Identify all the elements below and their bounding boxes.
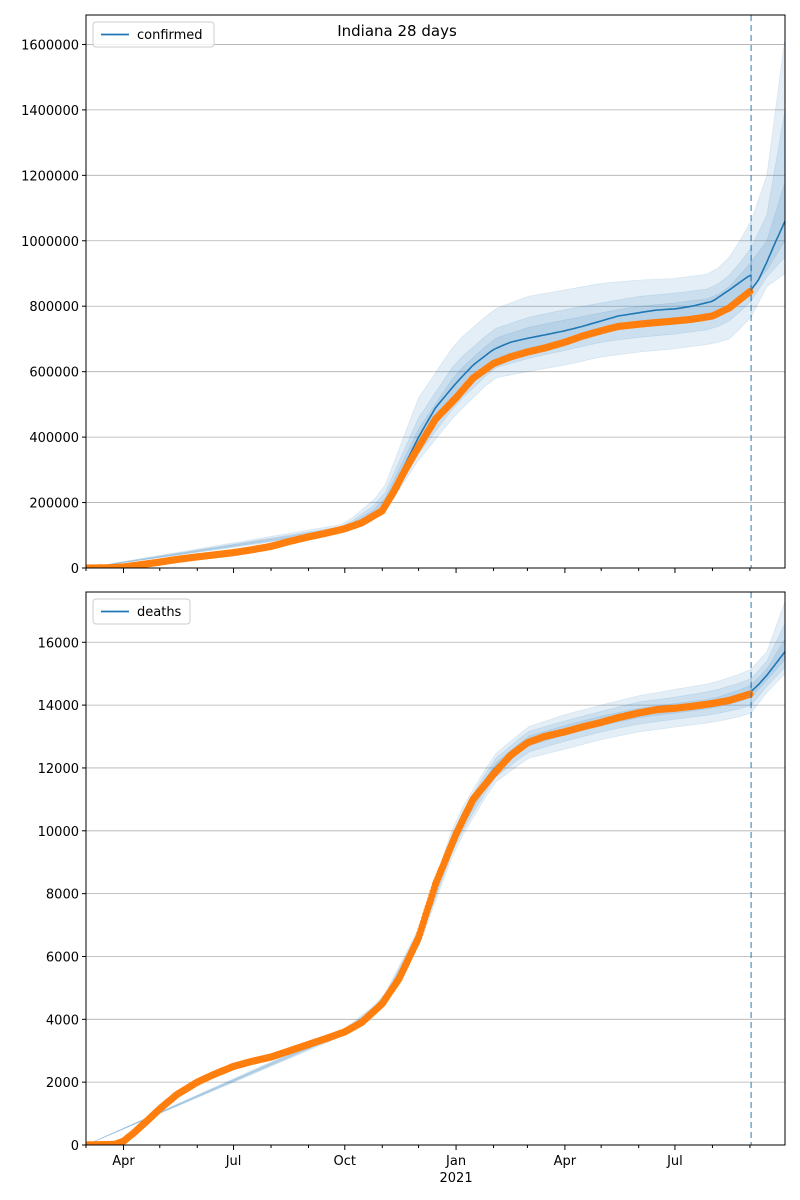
y-tick-label: 2000 xyxy=(46,1076,79,1091)
x-tick-label: Apr xyxy=(554,1154,577,1169)
x-tick-label: Apr xyxy=(112,1154,135,1169)
observed-series xyxy=(86,690,754,1145)
y-tick-label: 1400000 xyxy=(21,104,79,119)
y-tick-label: 800000 xyxy=(29,300,79,315)
y-tick-label: 8000 xyxy=(46,888,79,903)
y-tick-label: 14000 xyxy=(38,699,79,714)
legend-label: deaths xyxy=(137,605,182,620)
x-tick-label: Jul xyxy=(666,1154,683,1169)
deaths-panel: 0 2000 4000 6000 8000 10000 12000 14000 16000 Apr… xyxy=(38,591,786,1186)
forecast-line xyxy=(749,220,785,292)
legend-box xyxy=(92,598,191,625)
y-tick-label: 1600000 xyxy=(21,38,79,53)
observed-point xyxy=(746,287,754,296)
legend: deaths xyxy=(92,598,191,625)
observed-series xyxy=(86,287,754,568)
y-tick-label: 400000 xyxy=(29,431,79,446)
band-inner-forecast xyxy=(750,181,785,290)
legend-box xyxy=(92,21,215,48)
y-tick-label: 1200000 xyxy=(21,169,79,184)
observed-point xyxy=(746,690,754,698)
y-tick-label: 200000 xyxy=(29,497,79,512)
legend-label: confirmed xyxy=(137,28,203,43)
chart-title: Indiana 28 days xyxy=(337,22,457,40)
band-middle-forecast xyxy=(750,109,785,303)
y-tick-label: 12000 xyxy=(38,762,79,777)
x-tick-label: Jan xyxy=(445,1154,466,1169)
confirmed-panel: 0 200000 400000 600000 800000 1000000 1200000 1… xyxy=(21,14,786,577)
x-tick-label: Oct xyxy=(334,1154,356,1169)
y-tick-label: 10000 xyxy=(38,825,79,840)
axes-frame xyxy=(85,14,786,569)
legend: confirmed xyxy=(92,21,215,48)
y-tick-label: 4000 xyxy=(46,1013,79,1028)
band-middle-forecast xyxy=(750,623,785,707)
x-tick-label: Jul xyxy=(225,1154,242,1169)
y-tick-label: 6000 xyxy=(46,950,79,965)
x-tick-sublabel: 2021 xyxy=(440,1171,473,1186)
y-tick-label: 16000 xyxy=(38,636,79,651)
forecast-line xyxy=(749,651,785,694)
band-outer-forecast xyxy=(750,37,785,318)
band-outer-forecast xyxy=(750,601,785,714)
y-tick-label: 600000 xyxy=(29,366,79,381)
axes-frame xyxy=(85,591,786,1146)
y-tick-label: 0 xyxy=(71,562,79,577)
y-tick-label: 1000000 xyxy=(21,235,79,250)
y-tick-label: 0 xyxy=(71,1139,79,1154)
